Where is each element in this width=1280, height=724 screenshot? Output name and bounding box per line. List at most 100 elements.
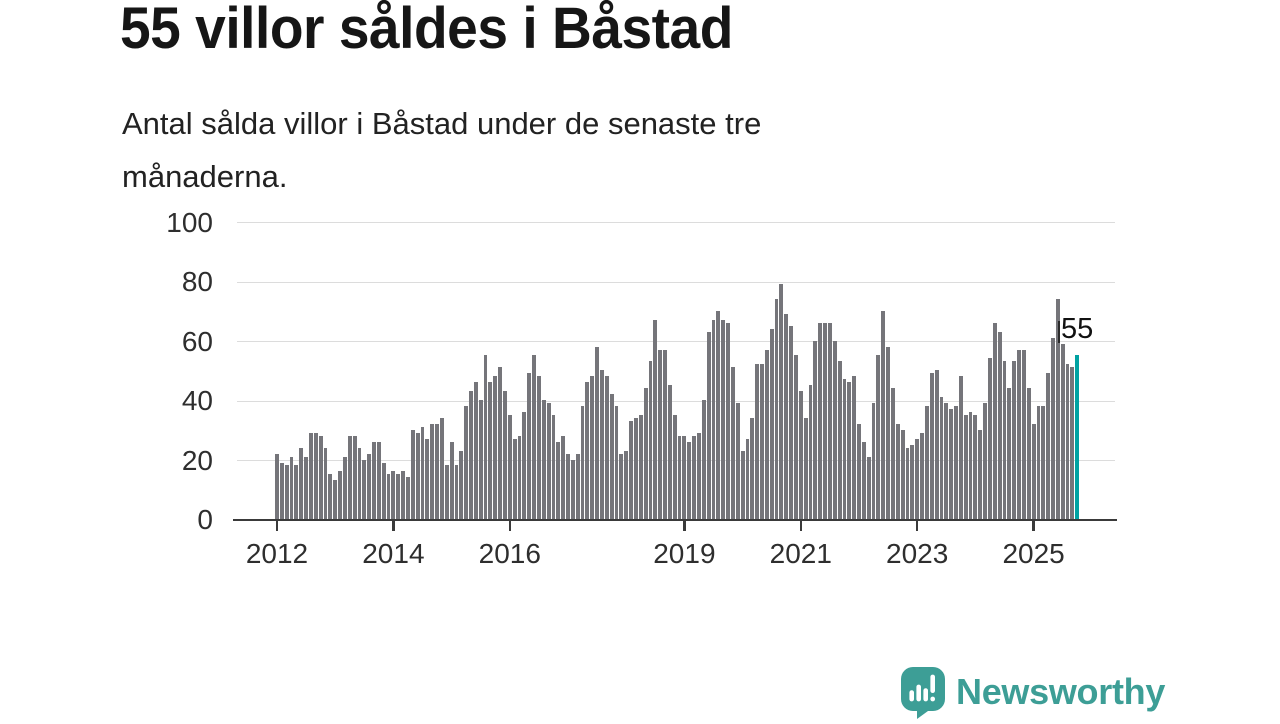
chart-bar bbox=[328, 474, 333, 519]
chart-bar bbox=[473, 382, 478, 519]
highlighted-bar bbox=[1075, 355, 1080, 519]
chart-bar bbox=[871, 403, 876, 519]
chart-bar bbox=[386, 474, 391, 519]
chart-bar bbox=[289, 456, 294, 519]
chart-bar bbox=[323, 447, 328, 519]
chart-bar bbox=[992, 322, 997, 519]
newsworthy-logo-text: Newsworthy bbox=[956, 671, 1166, 712]
chart-bar bbox=[677, 435, 682, 519]
chart-bar bbox=[507, 414, 512, 519]
chart-bar bbox=[886, 346, 891, 519]
gridline-40 bbox=[237, 400, 1115, 402]
chart-bar bbox=[789, 325, 794, 519]
chart-bar bbox=[381, 462, 386, 519]
chart-bar bbox=[483, 355, 488, 519]
chart-bar bbox=[1055, 298, 1060, 519]
chart-subtitle-line2: månaderna. bbox=[122, 159, 288, 194]
chart-bar bbox=[600, 370, 604, 519]
chart-bar bbox=[580, 406, 585, 519]
chart-bar bbox=[1021, 349, 1026, 519]
chart-bar bbox=[396, 474, 401, 519]
chart-bar bbox=[755, 364, 760, 519]
chart-bar bbox=[798, 391, 803, 519]
gridline-100 bbox=[237, 222, 1115, 224]
chart-bar bbox=[760, 364, 764, 519]
chart-bar bbox=[333, 480, 338, 519]
chart-bar bbox=[837, 361, 842, 519]
chart-bar bbox=[764, 349, 769, 519]
chart-bar bbox=[522, 411, 527, 519]
page-title: 55 villor såldes i Båstad bbox=[120, 0, 733, 61]
chart-bar bbox=[658, 349, 663, 519]
chart-bar bbox=[667, 385, 672, 519]
gridline-80 bbox=[237, 281, 1115, 283]
x-axis-label-2023: 2023 bbox=[886, 538, 949, 569]
chart-bar bbox=[721, 319, 726, 519]
chart-bar bbox=[711, 319, 716, 519]
chart-bar bbox=[604, 376, 609, 519]
chart-bar bbox=[347, 435, 352, 519]
chart-bar bbox=[735, 403, 740, 519]
x-axis-tick-2014 bbox=[392, 521, 395, 531]
chart-bar bbox=[672, 414, 677, 519]
x-axis-label-2014: 2014 bbox=[362, 538, 425, 569]
chart-bar bbox=[910, 444, 915, 519]
bar-value-label: 55 bbox=[1061, 313, 1094, 345]
chart-bar bbox=[352, 435, 357, 519]
chart-bar bbox=[541, 400, 546, 519]
x-axis-tick-2019 bbox=[683, 521, 686, 531]
x-axis-label-2012: 2012 bbox=[245, 538, 309, 569]
chart-bar bbox=[454, 465, 459, 519]
chart-bar bbox=[924, 406, 929, 519]
chart-bar bbox=[439, 417, 444, 519]
chart-bar bbox=[376, 441, 381, 519]
chart-bar bbox=[861, 441, 866, 519]
chart-bar bbox=[488, 382, 493, 519]
chart-bar bbox=[949, 408, 954, 519]
chart-bar bbox=[944, 403, 949, 519]
x-axis-label-2019: 2019 bbox=[653, 538, 716, 569]
chart-bar bbox=[503, 391, 507, 519]
x-axis-tick-2012 bbox=[275, 521, 279, 531]
chart-bar bbox=[1070, 367, 1075, 519]
chart-bar bbox=[1031, 423, 1036, 519]
chart-bar bbox=[895, 423, 900, 519]
chart-bar bbox=[459, 450, 464, 519]
chart-bar bbox=[939, 397, 944, 519]
y-axis-label-60: 60 bbox=[181, 325, 213, 357]
chart-bar bbox=[309, 432, 313, 519]
chart-bar bbox=[536, 376, 541, 519]
chart-bar bbox=[973, 414, 978, 519]
chart-bar bbox=[1036, 406, 1041, 519]
chart-bar bbox=[687, 441, 692, 519]
x-axis-label-2016: 2016 bbox=[478, 538, 541, 569]
y-axis-label-100: 100 bbox=[166, 206, 213, 238]
chart-bar bbox=[769, 328, 774, 519]
chart-bar bbox=[275, 453, 279, 519]
chart-bar bbox=[420, 426, 425, 519]
chart-bar bbox=[784, 313, 789, 519]
chart-bar bbox=[1041, 406, 1046, 519]
chart-bar bbox=[590, 376, 595, 519]
chart-bar bbox=[1051, 337, 1055, 519]
chart-bar bbox=[745, 438, 750, 519]
y-axis-label-80: 80 bbox=[181, 266, 213, 298]
chart-bar bbox=[449, 441, 454, 519]
chart-bar bbox=[997, 331, 1002, 519]
chart-bar bbox=[730, 367, 735, 519]
chart-bar bbox=[823, 322, 827, 519]
x-axis-tick-2023 bbox=[916, 521, 919, 531]
chart-bar bbox=[517, 435, 522, 519]
chart-bar bbox=[692, 435, 697, 519]
chart-bar bbox=[726, 322, 730, 519]
chart-bar bbox=[847, 382, 852, 519]
y-axis-label-0: 0 bbox=[197, 504, 213, 535]
x-axis-label-2025: 2025 bbox=[1002, 538, 1065, 569]
chart-bar bbox=[609, 394, 614, 519]
chart-bar bbox=[512, 438, 517, 519]
chart-bar bbox=[876, 355, 881, 519]
chart-bar bbox=[842, 379, 847, 519]
annotation-leader-line bbox=[1058, 321, 1060, 343]
chart-bar bbox=[813, 340, 818, 519]
chart-bar bbox=[464, 406, 469, 519]
